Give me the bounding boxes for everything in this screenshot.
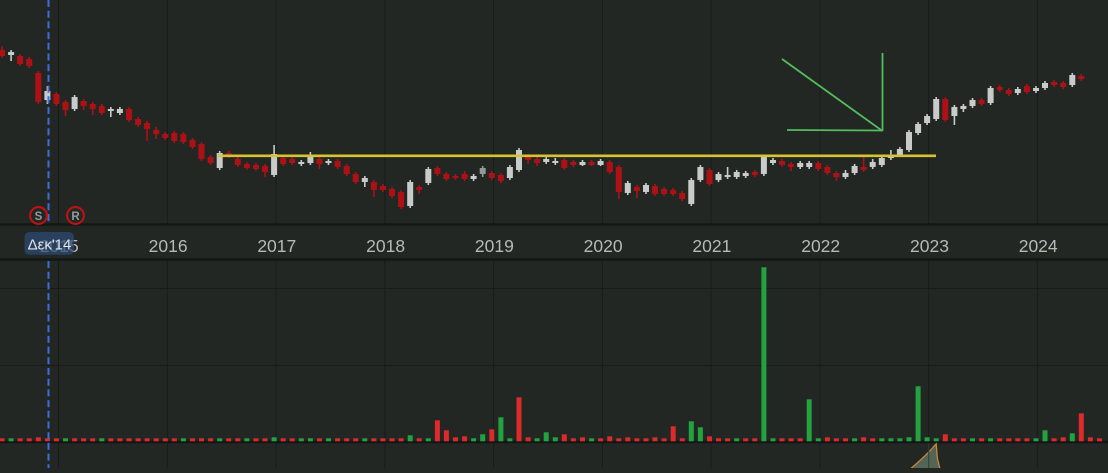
svg-text:S: S — [35, 211, 43, 223]
svg-text:2016: 2016 — [149, 236, 188, 256]
svg-text:2024: 2024 — [1019, 236, 1058, 256]
svg-text:2017: 2017 — [257, 236, 296, 256]
svg-text:2018: 2018 — [366, 236, 405, 256]
svg-text:2023: 2023 — [910, 236, 949, 256]
svg-text:2021: 2021 — [692, 236, 731, 256]
svg-text:2019: 2019 — [475, 236, 514, 256]
svg-text:R: R — [71, 211, 80, 223]
svg-text:Δεκ'14: Δεκ'14 — [28, 237, 72, 254]
svg-text:2020: 2020 — [584, 236, 623, 256]
svg-text:2022: 2022 — [801, 236, 840, 256]
